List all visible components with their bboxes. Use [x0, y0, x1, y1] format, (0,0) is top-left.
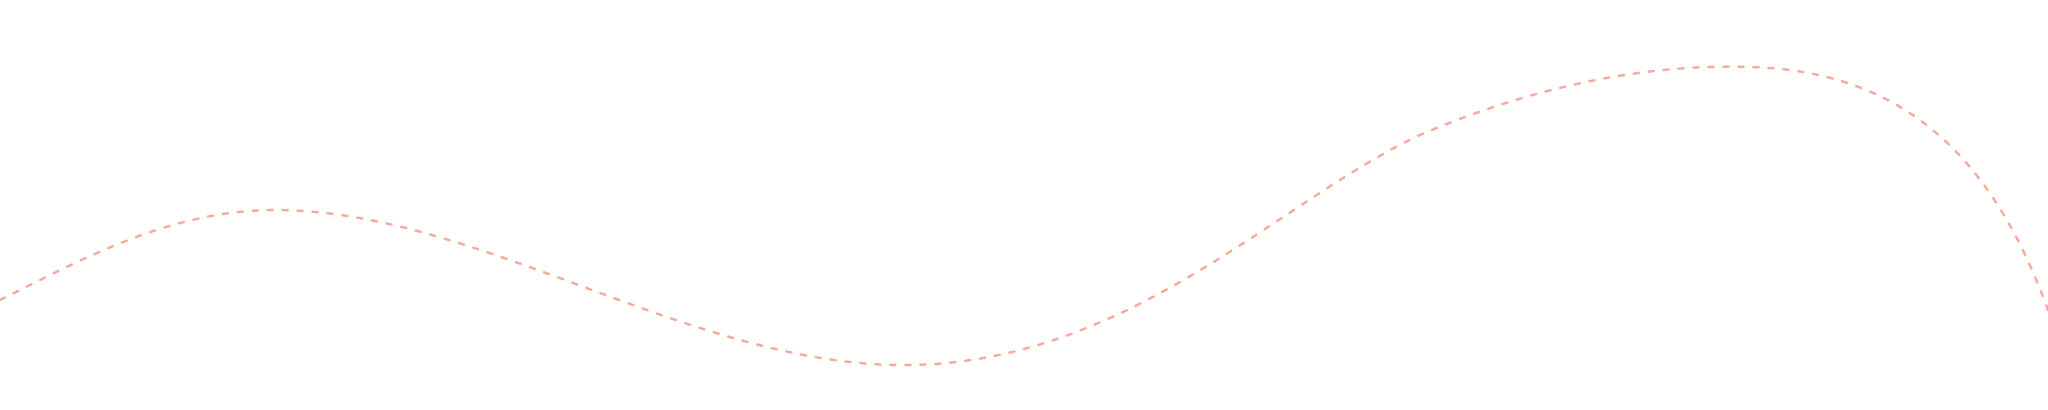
dashed-wave-line	[0, 65, 2048, 367]
